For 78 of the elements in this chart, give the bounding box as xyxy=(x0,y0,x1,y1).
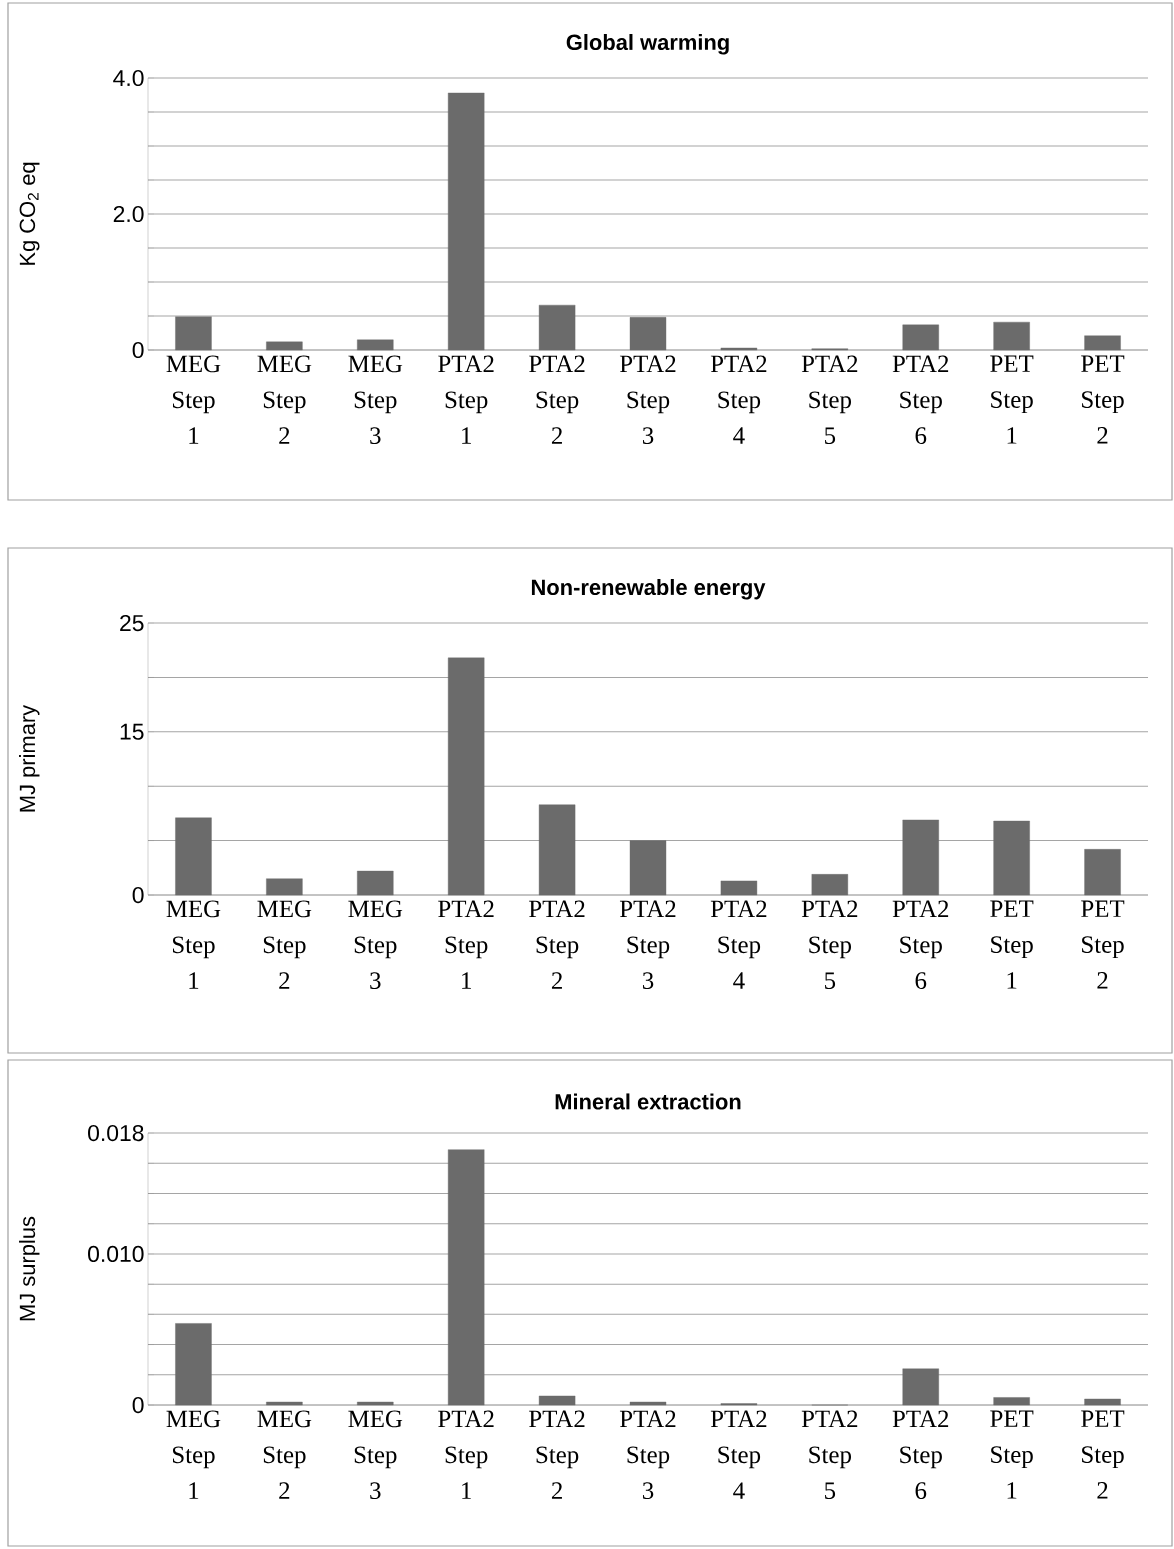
bar xyxy=(266,1401,303,1406)
bar xyxy=(266,878,303,896)
x-tick-label: MEG Step 1 xyxy=(166,1410,221,1499)
x-tick-label: PTA2 Step 2 xyxy=(529,355,585,444)
bar xyxy=(902,819,939,896)
bar xyxy=(175,1323,212,1406)
y-axis-title: MJ primary xyxy=(19,704,40,812)
bar xyxy=(538,804,576,896)
bar xyxy=(175,817,212,896)
x-tick-label: PTA2 Step 2 xyxy=(529,1410,585,1499)
x-tick-label: PTA2 Step 6 xyxy=(892,900,949,990)
y-tick-label: 4.0 xyxy=(113,69,144,87)
bar xyxy=(266,341,303,351)
x-tick-label: PTA2 Step 4 xyxy=(710,900,767,989)
x-tick-label: PET Step 1 xyxy=(990,355,1034,444)
bar xyxy=(1084,335,1121,351)
bar xyxy=(811,874,849,896)
bar xyxy=(447,657,485,896)
x-tick-label: PET Step 2 xyxy=(1081,900,1125,989)
bar xyxy=(902,1368,939,1406)
x-tick-label: MEG Step 2 xyxy=(257,355,312,444)
bar xyxy=(629,1401,667,1406)
bar xyxy=(175,316,212,351)
bar xyxy=(629,317,667,351)
y-axis-title: MJ surplus xyxy=(19,1216,40,1321)
x-tick-label: MEG Step 1 xyxy=(166,355,221,444)
y-tick-label: 0 xyxy=(132,341,144,359)
x-tick-label: PTA2 Step 6 xyxy=(892,1410,949,1500)
y-axis-title: Kg CO$_{2}$ eq xyxy=(19,162,40,265)
bar xyxy=(993,820,1030,896)
bar xyxy=(357,870,394,896)
x-tick-label: PET Step 2 xyxy=(1081,355,1125,444)
bar xyxy=(447,92,485,351)
bar xyxy=(993,1397,1030,1406)
bar xyxy=(357,1401,394,1406)
chart-title: Mineral extraction xyxy=(555,1093,741,1110)
x-tick-label: PTA2 Step 1 xyxy=(438,355,494,444)
x-tick-label: PTA2 Step 3 xyxy=(619,355,676,444)
x-tick-label: MEG Step 3 xyxy=(348,355,403,444)
x-tick-label: PET Step 1 xyxy=(990,900,1034,989)
bar xyxy=(1084,1398,1121,1406)
x-tick-label: PTA2 Step 3 xyxy=(619,1410,676,1500)
y-tick-label: 2.0 xyxy=(113,205,144,223)
bar xyxy=(720,347,758,351)
y-tick-label: 0 xyxy=(132,886,144,904)
x-tick-label: PTA2 Step 5 xyxy=(801,1410,858,1500)
x-tick-label: PET Step 1 xyxy=(990,1410,1034,1499)
bar xyxy=(538,304,576,351)
y-tick-label: 0 xyxy=(132,1396,144,1414)
x-tick-label: MEG Step 2 xyxy=(257,900,312,989)
y-tick-label: 15 xyxy=(120,723,144,740)
bar xyxy=(993,321,1030,351)
bar xyxy=(1084,849,1121,896)
x-tick-label: MEG Step 3 xyxy=(348,1410,403,1500)
bar xyxy=(538,1395,576,1406)
chart-title: Global warming xyxy=(566,33,729,55)
x-tick-label: PET Step 2 xyxy=(1081,1410,1125,1499)
bar xyxy=(447,1149,485,1406)
y-tick-label: 0.018 xyxy=(88,1124,144,1142)
x-tick-label: PTA2 Step 4 xyxy=(710,1410,767,1499)
x-tick-label: PTA2 Step 3 xyxy=(619,900,676,990)
y-tick-label: 25 xyxy=(120,614,144,632)
x-tick-label: MEG Step 1 xyxy=(166,900,221,989)
bar xyxy=(629,840,667,896)
x-tick-label: PTA2 Step 2 xyxy=(529,900,585,989)
x-tick-label: MEG Step 2 xyxy=(257,1410,312,1499)
x-tick-label: PTA2 Step 5 xyxy=(801,355,858,444)
x-tick-label: PTA2 Step 5 xyxy=(801,900,858,990)
x-tick-label: MEG Step 3 xyxy=(348,900,403,990)
x-tick-label: PTA2 Step 4 xyxy=(710,355,767,444)
bar xyxy=(902,324,939,351)
bar xyxy=(357,339,394,351)
bar xyxy=(720,880,758,896)
x-tick-label: PTA2 Step 1 xyxy=(438,900,494,989)
chart-title: Non-renewable energy xyxy=(531,578,766,600)
x-tick-label: PTA2 Step 6 xyxy=(892,355,949,444)
y-tick-label: 0.010 xyxy=(88,1245,144,1263)
x-tick-label: PTA2 Step 1 xyxy=(438,1410,494,1499)
